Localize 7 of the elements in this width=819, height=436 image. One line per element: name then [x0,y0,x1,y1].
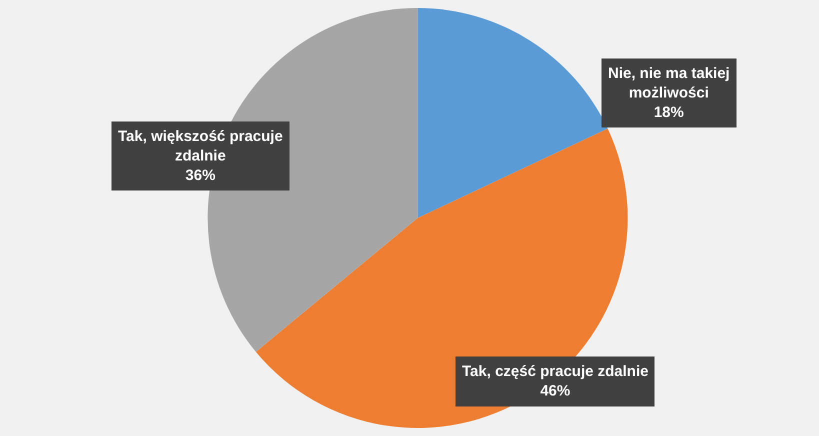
data-label: 36% [185,167,216,184]
data-label: 18% [654,104,684,121]
slice-label: Tak, część pracuje zdalnie [462,363,648,380]
slice-label: Nie, nie ma takiej możliwości [608,65,730,102]
pie-slice [418,8,608,218]
slice-label: Tak, większość pracuje zdalnie [118,128,283,164]
data-label: 46% [540,382,570,400]
